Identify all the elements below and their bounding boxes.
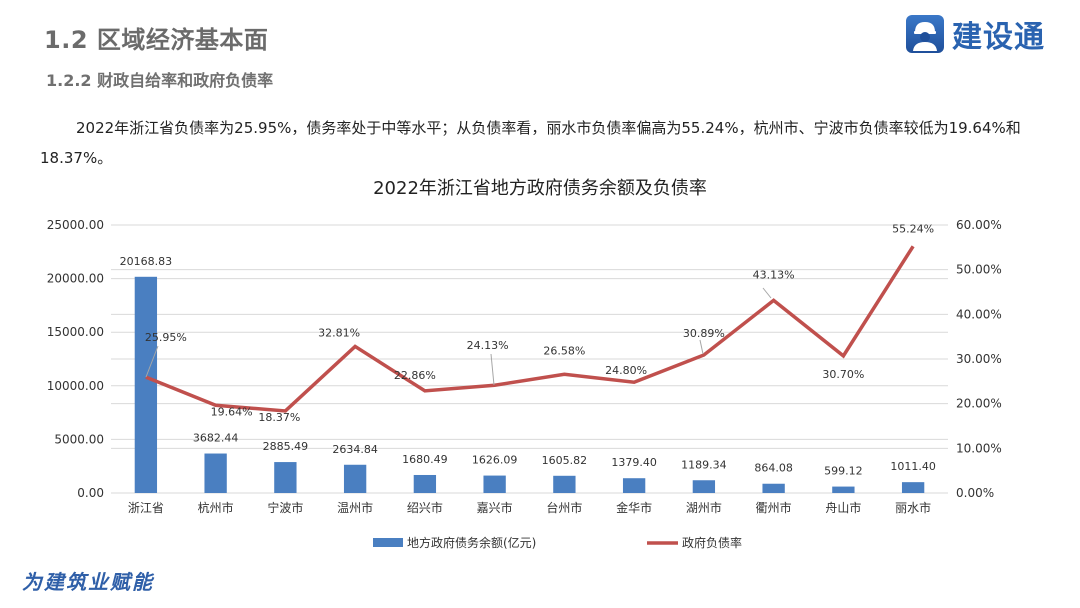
x-category-label: 宁波市 <box>267 500 303 515</box>
label-leader-line <box>490 353 495 386</box>
legend-line-label: 政府负债率 <box>682 535 742 550</box>
label-leader-line <box>145 345 159 378</box>
bar <box>622 478 646 493</box>
bar <box>692 480 716 493</box>
y-left-tick-label: 25000.00 <box>47 218 104 232</box>
y-right-tick-label: 20.00% <box>956 397 1002 411</box>
label-leader-line <box>762 287 772 299</box>
line-value-label: 24.13% <box>467 339 509 352</box>
y-right-tick-label: 60.00% <box>956 218 1002 232</box>
bar-value-label: 599.12 <box>824 465 863 478</box>
legend-bar-swatch <box>373 538 403 547</box>
summary-paragraph: 2022年浙江省负债率为25.95%，债务率处于中等水平；从负债率看，丽水市负债… <box>40 113 1050 173</box>
y-left-tick-label: 0.00 <box>77 486 104 500</box>
label-leader-line <box>699 339 704 355</box>
worker-helmet-icon <box>906 15 944 53</box>
line-value-label: 32.81% <box>318 326 360 339</box>
x-category-label: 杭州市 <box>198 500 234 515</box>
x-category-label: 舟山市 <box>825 500 861 515</box>
x-category-label: 台州市 <box>546 500 582 515</box>
bar <box>483 475 506 493</box>
chart-title: 2022年浙江省地方政府债务余额及负债率 <box>373 178 707 199</box>
bar <box>413 474 437 493</box>
bar <box>204 453 227 493</box>
line-value-label: 43.13% <box>753 268 795 281</box>
x-category-label: 衢州市 <box>756 500 792 515</box>
bar-value-label: 2885.49 <box>263 440 309 453</box>
bar-value-label: 1379.40 <box>611 456 657 469</box>
line-value-label: 19.64% <box>211 405 253 418</box>
legend-bar-label: 地方政府债务余额(亿元) <box>407 535 536 550</box>
x-category-label: 湖州市 <box>686 500 722 515</box>
y-left-tick-label: 20000.00 <box>47 272 104 286</box>
y-right-tick-label: 10.00% <box>956 441 1002 455</box>
bar-value-label: 1011.40 <box>890 460 936 473</box>
bar-value-label: 1680.49 <box>402 453 448 466</box>
y-right-tick-label: 50.00% <box>956 263 1002 277</box>
bar-value-label: 20168.83 <box>120 255 173 268</box>
line-value-label: 30.70% <box>822 368 864 381</box>
brand-logo: 建设通 <box>906 12 1045 56</box>
line-value-label: 18.37% <box>258 411 300 424</box>
y-right-tick-label: 30.00% <box>956 352 1002 366</box>
bar-value-label: 2634.84 <box>332 443 378 456</box>
x-category-label: 丽水市 <box>895 500 931 515</box>
bar <box>343 464 367 493</box>
x-category-label: 绍兴市 <box>407 500 443 515</box>
bar-value-label: 3682.44 <box>193 432 239 445</box>
line-value-label: 30.89% <box>683 327 725 340</box>
x-category-label: 嘉兴市 <box>477 500 513 515</box>
bar <box>134 276 158 493</box>
line-value-label: 24.80% <box>605 364 647 377</box>
line-value-label: 26.58% <box>543 344 585 357</box>
logo-text: 建设通 <box>952 20 1045 55</box>
line-value-label: 55.24% <box>892 222 934 235</box>
x-category-label: 金华市 <box>616 500 652 515</box>
bar <box>901 482 925 493</box>
section-title: 1.2 区域经济基本面 <box>44 26 269 54</box>
bar-value-label: 1626.09 <box>472 454 518 467</box>
bar-value-label: 1605.82 <box>542 454 588 467</box>
line-value-label: 25.95% <box>145 331 187 344</box>
bar <box>553 475 576 493</box>
bar <box>762 483 785 493</box>
bar <box>274 462 297 493</box>
y-right-tick-label: 0.00% <box>956 486 994 500</box>
y-left-tick-label: 15000.00 <box>47 325 104 339</box>
bar-value-label: 864.08 <box>754 462 793 475</box>
debt-ratio-line <box>145 245 915 413</box>
x-category-label: 温州市 <box>337 500 373 515</box>
y-left-tick-label: 10000.00 <box>47 379 104 393</box>
x-category-label: 浙江省 <box>128 501 164 515</box>
line-value-label: 22.86% <box>394 369 436 382</box>
footer-slogan: 为建筑业赋能 <box>22 570 154 594</box>
summary-text: 2022年浙江省负债率为25.95%，债务率处于中等水平；从负债率看，丽水市负债… <box>40 119 1021 167</box>
y-left-tick-label: 5000.00 <box>54 432 104 446</box>
subsection-title: 1.2.2 财政自给率和政府负债率 <box>46 71 274 90</box>
bar <box>832 486 855 493</box>
y-right-tick-label: 40.00% <box>956 307 1002 321</box>
bar-value-label: 1189.34 <box>681 458 727 471</box>
